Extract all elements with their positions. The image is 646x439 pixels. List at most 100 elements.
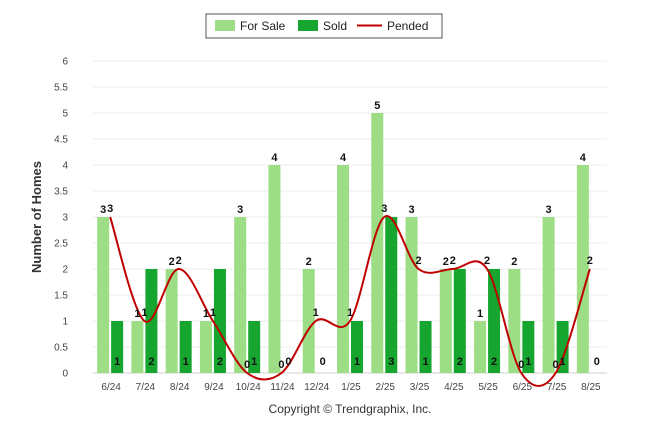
for-sale-value-label: 3 xyxy=(408,204,414,216)
x-tick-label: 6/25 xyxy=(513,382,533,393)
sold-value-label: 1 xyxy=(422,356,428,368)
pended-value-label: 1 xyxy=(210,307,216,319)
sold-bar xyxy=(385,217,398,373)
sold-bar xyxy=(522,321,535,373)
sold-bar xyxy=(145,269,158,373)
y-axis-title: Number of Homes xyxy=(29,161,44,273)
for-sale-bar xyxy=(302,269,315,373)
pended-value-label: 2 xyxy=(415,255,421,267)
x-tick-label: 9/24 xyxy=(204,382,224,393)
for-sale-value-label: 4 xyxy=(271,152,278,164)
sold-value-label: 1 xyxy=(183,356,189,368)
for-sale-bar xyxy=(474,321,487,373)
for-sale-bar xyxy=(131,321,144,373)
pended-value-label: 0 xyxy=(278,359,284,371)
for-sale-bar xyxy=(165,269,178,373)
pended-value-label: 3 xyxy=(107,203,113,215)
sold-bar xyxy=(556,321,569,373)
y-axis-ticks: 0 0.5 1 1.5 2 2.5 3 3.5 4 4.5 5 5.5 6 xyxy=(54,57,68,380)
pended-line xyxy=(109,215,591,387)
pended-value-label: 2 xyxy=(450,255,456,267)
y-tick-label: 2.5 xyxy=(54,239,68,250)
sold-value-label: 2 xyxy=(217,356,223,368)
y-tick-label: 6 xyxy=(62,57,68,68)
for-sale-value-label: 1 xyxy=(203,308,209,320)
y-tick-label: 3.5 xyxy=(54,187,68,198)
x-tick-label: 8/25 xyxy=(581,382,601,393)
x-tick-label: 7/25 xyxy=(547,382,567,393)
legend-label-pended: Pended xyxy=(387,19,428,33)
for-sale-value-label: 5 xyxy=(374,100,380,112)
for-sale-bar xyxy=(542,217,555,373)
sold-bar xyxy=(179,321,192,373)
sold-bar xyxy=(453,269,466,373)
y-tick-label: 3 xyxy=(62,213,68,224)
for-sale-bar xyxy=(268,165,281,373)
pended-value-label: 0 xyxy=(553,359,559,371)
for-sale-bar xyxy=(439,269,452,373)
for-sale-bar xyxy=(576,165,589,373)
pended-value-label: 2 xyxy=(176,255,182,267)
for-sale-value-label: 4 xyxy=(580,152,587,164)
sold-bar xyxy=(111,321,124,373)
pended-line-layer xyxy=(109,215,591,387)
legend-label-sold: Sold xyxy=(323,19,347,33)
sold-value-label: 0 xyxy=(594,356,600,368)
y-tick-label: 5.5 xyxy=(54,83,68,94)
x-tick-label: 10/24 xyxy=(236,382,261,393)
for-sale-value-label: 1 xyxy=(134,308,140,320)
sold-value-label: 2 xyxy=(457,356,463,368)
x-tick-label: 7/24 xyxy=(136,382,156,393)
sold-value-label: 1 xyxy=(525,356,531,368)
legend-swatch-sold xyxy=(298,20,318,31)
sold-bar xyxy=(248,321,261,373)
pended-value-label: 1 xyxy=(313,307,319,319)
sold-value-label: 3 xyxy=(388,356,394,368)
x-tick-label: 2/25 xyxy=(376,382,396,393)
y-tick-label: 4 xyxy=(62,161,68,172)
y-tick-label: 2 xyxy=(62,265,68,276)
x-tick-label: 8/24 xyxy=(170,382,190,393)
sold-bar xyxy=(419,321,432,373)
x-axis-ticks: 6/24 7/24 8/24 9/24 10/24 11/24 12/24 1/25 2/25 3… xyxy=(101,382,601,393)
legend: For Sale Sold Pended xyxy=(205,13,443,39)
x-tick-label: 12/24 xyxy=(304,382,329,393)
x-tick-label: 1/25 xyxy=(341,382,361,393)
sold-value-label: 2 xyxy=(491,356,497,368)
x-tick-label: 11/24 xyxy=(270,382,295,393)
for-sale-value-label: 1 xyxy=(477,308,483,320)
x-tick-label: 5/25 xyxy=(478,382,498,393)
copyright-text: Copyright © Trendgraphix, Inc. xyxy=(269,402,432,416)
for-sale-bar xyxy=(371,113,384,373)
pended-value-label: 2 xyxy=(587,255,593,267)
sold-bar xyxy=(213,269,226,373)
x-tick-label: 3/25 xyxy=(410,382,430,393)
y-tick-label: 1.5 xyxy=(54,291,68,302)
sold-bar xyxy=(351,321,363,373)
for-sale-value-label: 2 xyxy=(443,256,449,268)
y-tick-label: 0 xyxy=(62,369,68,380)
y-tick-label: 0.5 xyxy=(54,343,68,354)
y-tick-label: 5 xyxy=(62,109,68,120)
for-sale-value-label: 2 xyxy=(511,256,517,268)
pended-value-label: 2 xyxy=(484,255,490,267)
for-sale-bar xyxy=(405,217,418,373)
for-sale-value-label: 3 xyxy=(237,204,243,216)
legend-label-for-sale: For Sale xyxy=(240,19,286,33)
y-tick-label: 4.5 xyxy=(54,135,68,146)
bars xyxy=(97,113,589,373)
x-tick-label: 4/25 xyxy=(444,382,464,393)
pended-value-label: 1 xyxy=(141,307,147,319)
for-sale-bar xyxy=(97,217,110,373)
for-sale-value-label: 4 xyxy=(340,152,347,164)
sold-value-label: 0 xyxy=(285,356,291,368)
sold-value-label: 1 xyxy=(354,356,360,368)
for-sale-bar xyxy=(337,165,349,373)
grid-lines xyxy=(93,60,607,374)
sold-value-label: 1 xyxy=(251,356,257,368)
sold-value-label: 1 xyxy=(114,356,120,368)
for-sale-bar xyxy=(234,217,247,373)
